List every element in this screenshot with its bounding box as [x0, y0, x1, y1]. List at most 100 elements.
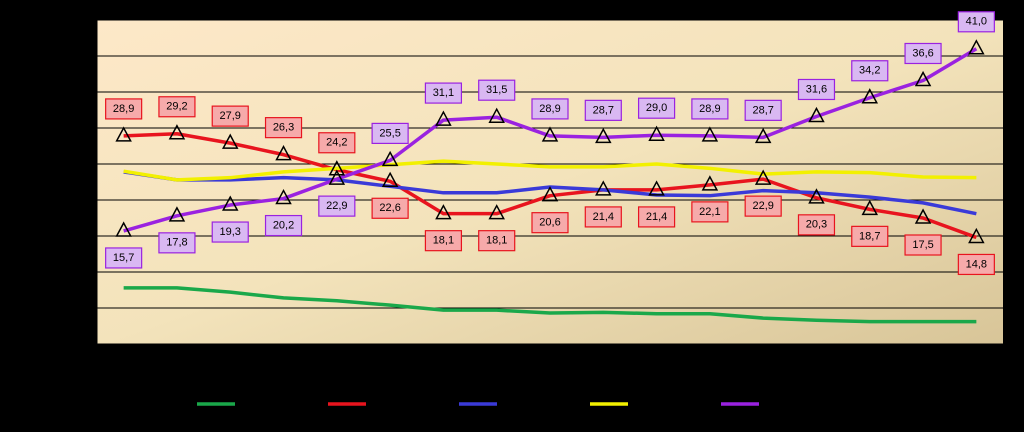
data-label: 29,2 — [166, 101, 187, 113]
point-marker — [435, 110, 452, 126]
data-label: 27,9 — [220, 110, 241, 122]
data-label: 31,5 — [486, 84, 507, 96]
point-marker — [861, 199, 879, 216]
data-label: 28,9 — [113, 103, 134, 115]
data-label-box — [584, 99, 622, 121]
point-marker — [968, 39, 985, 55]
y-tick-label: 30 — [77, 122, 89, 134]
point-marker — [381, 171, 399, 188]
data-label-box — [531, 212, 569, 234]
data-label: 20,3 — [806, 219, 827, 231]
data-label: 20,2 — [273, 219, 294, 231]
y-tick-label: 45 — [77, 14, 89, 26]
y-tick-label: 40 — [77, 50, 89, 62]
data-label-box — [904, 234, 942, 256]
y-tick-label: 25 — [77, 158, 89, 170]
y-tick-label: 10 — [77, 266, 89, 278]
point-marker — [648, 125, 665, 141]
data-label-box — [957, 11, 995, 33]
data-label: 22,9 — [326, 200, 347, 212]
y-tick-label: 15 — [77, 230, 89, 242]
data-label: 18,1 — [433, 235, 454, 247]
data-label-box — [318, 195, 356, 217]
data-label: 31,1 — [433, 87, 454, 99]
series-line — [123, 47, 978, 233]
data-label-box — [584, 206, 622, 228]
point-marker — [115, 221, 132, 237]
point-marker — [541, 126, 559, 142]
point-marker — [488, 107, 505, 123]
point-marker — [435, 204, 452, 220]
y-tick-label: 5 — [83, 302, 89, 314]
point-marker — [914, 70, 932, 87]
point-marker — [754, 127, 772, 144]
data-label: 21,4 — [646, 211, 667, 223]
data-label: 22,1 — [699, 206, 720, 218]
point-marker — [328, 160, 346, 176]
data-label-box — [424, 82, 463, 104]
data-label-box — [105, 247, 143, 269]
data-label: 31,6 — [806, 83, 827, 95]
data-label-box — [531, 98, 569, 120]
data-label-box — [264, 117, 303, 139]
point-marker — [861, 88, 879, 104]
point-marker — [648, 180, 665, 196]
point-marker — [381, 150, 399, 167]
point-marker — [595, 180, 612, 196]
data-label-box — [744, 195, 782, 217]
point-marker — [115, 126, 132, 142]
data-label: 17,5 — [912, 239, 933, 251]
data-label-box — [211, 105, 249, 127]
series-line — [123, 286, 977, 324]
data-label-box — [691, 98, 729, 120]
data-label-box — [371, 122, 409, 145]
data-label: 22,6 — [379, 202, 400, 214]
data-label: 28,9 — [699, 103, 720, 115]
data-label: 26,3 — [273, 122, 294, 134]
data-label-box — [424, 230, 463, 252]
point-marker — [168, 124, 186, 140]
point-marker — [701, 175, 719, 191]
data-label: 20,6 — [539, 217, 560, 229]
point-marker — [914, 208, 932, 224]
point-marker — [968, 227, 985, 244]
data-label: 25,5 — [379, 127, 400, 139]
point-marker — [808, 188, 825, 204]
point-marker — [328, 169, 346, 185]
data-label: 17,8 — [166, 237, 187, 249]
data-label-box — [158, 232, 196, 254]
data-label-box — [744, 99, 782, 121]
point-marker — [275, 188, 292, 205]
data-label: 34,2 — [859, 65, 880, 77]
point-marker — [754, 169, 772, 185]
point-marker — [488, 204, 505, 220]
data-label: 29,0 — [646, 102, 667, 114]
data-label-box — [904, 42, 942, 65]
data-label-box — [105, 98, 143, 120]
point-marker — [221, 133, 239, 149]
data-label: 18,1 — [486, 235, 507, 247]
data-label-box — [851, 225, 889, 247]
data-label-box — [957, 253, 995, 276]
data-label: 41,0 — [966, 16, 987, 28]
data-label: 24,2 — [326, 137, 347, 149]
data-label-box — [851, 60, 889, 82]
data-label: 15,7 — [113, 252, 134, 264]
data-label-box — [371, 197, 409, 219]
data-label: 22,9 — [752, 200, 773, 212]
data-label-box — [264, 214, 303, 237]
data-label: 18,7 — [859, 230, 880, 242]
data-label-box — [318, 132, 356, 154]
y-tick-label: 0 — [83, 338, 89, 350]
point-marker — [275, 145, 292, 161]
data-label: 14,8 — [966, 258, 987, 270]
data-label: 28,7 — [593, 104, 614, 116]
data-label-box — [478, 79, 516, 101]
data-label-box — [478, 230, 516, 252]
data-label: 19,3 — [220, 226, 241, 238]
data-label-box — [691, 201, 729, 223]
data-label: 28,9 — [539, 103, 560, 115]
point-marker — [808, 106, 825, 123]
point-marker — [701, 126, 719, 142]
